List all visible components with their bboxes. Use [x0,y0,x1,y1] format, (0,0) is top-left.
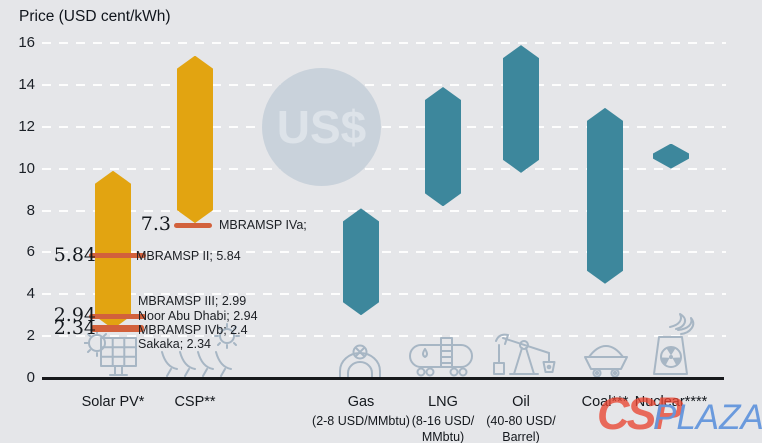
category-label-lng: LNG [428,394,458,410]
bar-lng [425,87,461,206]
right-edge-strip [762,0,766,443]
category-sublabel-lng-0: (8-16 USD/ [411,414,475,428]
gridline-12 [42,125,726,128]
y-axis-tick-0: 0 [26,369,35,386]
usd-circle-badge: US$ [262,68,381,186]
note-label-0: MBRAMSP IVa; [219,217,307,232]
y-axis-tick-8: 8 [26,201,35,219]
oil-pumpjack-icon [491,323,557,377]
category-label-solar-pv: Solar PV* [81,394,145,410]
value-callout-7.3: 7.3 [140,213,171,236]
note-label-4: MBRAMSP IVb; 2.4 [138,322,248,337]
y-axis-tick-6: 6 [26,243,35,261]
category-sublabel-oil-0: (40-80 USD/ [486,414,556,428]
chart-title: Price (USD cent/kWh) [19,8,171,25]
bar-nuclear [653,144,689,169]
bar-coal [587,108,623,284]
gridline-4 [42,293,726,296]
category-label-coal: Coal*** [581,394,629,410]
category-label-nuclear: Nuclear**** [634,394,708,410]
value-callout-2.94: 2.94 [53,304,96,327]
note-label-3: Noor Abu Dhabi; 2.94 [138,308,258,323]
y-axis-tick-10: 10 [18,159,35,177]
y-axis-tick-16: 16 [18,34,35,51]
y-axis-tick-12: 12 [18,117,35,135]
bar-solar-pv [95,171,131,329]
nuclear-plant-icon [644,311,698,377]
gridline-6 [42,251,726,254]
price-tick-5.84 [89,253,146,259]
value-callout-2.34: 2.34 [53,317,96,339]
gridline-10 [42,167,726,170]
price-tick-7.3 [174,222,212,228]
note-label-2: MBRAMSP III; 2.99 [138,293,247,308]
y-axis-tick-14: 14 [18,75,35,93]
bar-oil [503,45,539,173]
gridline-8 [42,209,726,212]
value-callout-5.84: 5.84 [53,243,96,266]
gridline-16 [42,42,726,44]
note-label-5: Sakaka; 2.34 [138,336,211,351]
lng-tanker-icon [408,336,478,377]
coal-cart-icon [582,345,630,377]
y-axis-tick-4: 4 [26,285,35,303]
gridline-14 [42,83,726,86]
category-label-gas: Gas [347,394,375,410]
y-axis-tick-2: 2 [26,327,35,345]
bar-csp [177,56,213,224]
bar-gas [343,208,379,315]
category-sublabel-gas-0: (2-8 USD/MMbtu) [312,414,410,428]
price-tick-2.34 [91,326,144,332]
solar-panel-sun-icon [84,328,144,377]
note-label-1: MBRAMSP II; 5.84 [136,248,241,263]
category-sublabel-oil-1: Barrel) [502,430,540,443]
x-axis-line [42,377,724,380]
gridline-2 [42,335,726,338]
price-tick-2.94 [89,313,146,319]
usd-badge-text: US$ [276,101,367,153]
category-sublabel-lng-1: MMbtu) [421,430,465,443]
csp-trough-sun-icon [158,323,242,377]
gas-valve-icon [336,344,384,377]
category-label-oil: Oil [512,394,530,410]
category-label-csp: CSP** [174,394,216,410]
